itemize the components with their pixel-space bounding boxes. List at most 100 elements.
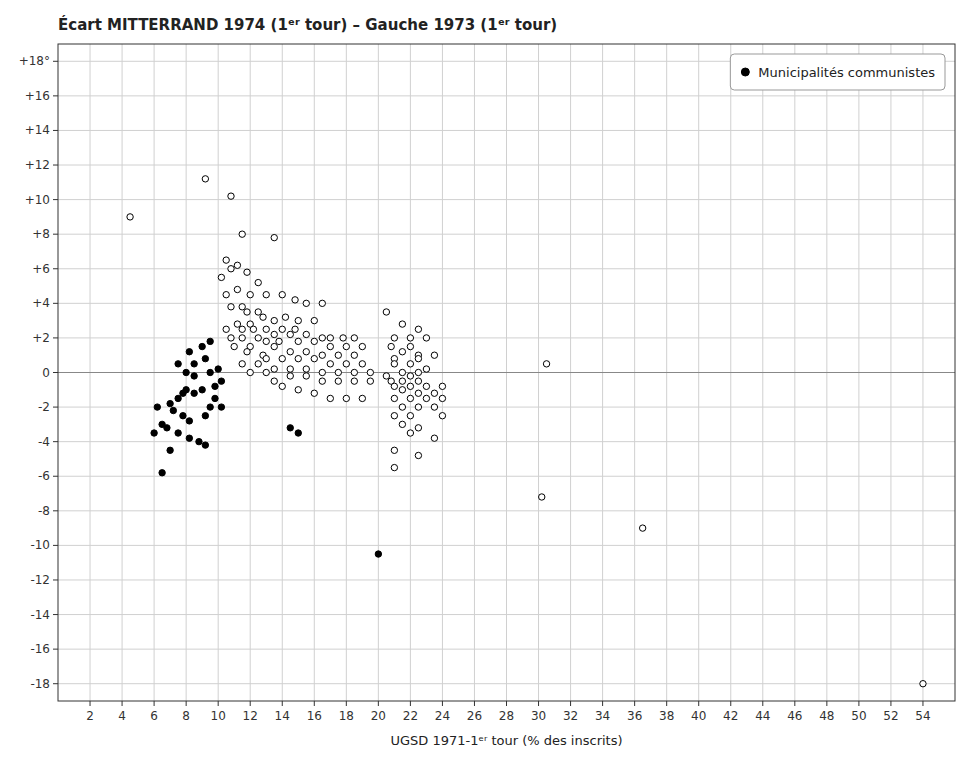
open-point	[399, 404, 405, 410]
filled-point	[167, 400, 173, 406]
open-point	[228, 304, 234, 310]
open-point	[292, 297, 298, 303]
tick-label-y: -8	[38, 504, 50, 518]
axes: 2468101214161820222426283032343638404244…	[19, 44, 955, 723]
filled-point	[199, 343, 205, 349]
open-point	[399, 421, 405, 427]
tick-label-x: 48	[819, 709, 834, 723]
tick-y	[53, 407, 58, 408]
tick-x	[570, 701, 571, 706]
open-point	[391, 361, 397, 367]
tick-label-y: -12	[30, 573, 50, 587]
open-point	[263, 369, 269, 375]
grid-line-y	[58, 337, 955, 338]
open-point	[415, 378, 421, 384]
filled-point	[164, 425, 170, 431]
open-point	[319, 369, 325, 375]
filled-point	[175, 395, 181, 401]
open-point	[234, 262, 240, 268]
open-point	[271, 366, 277, 372]
tick-label-x: 24	[435, 709, 450, 723]
tick-label-y: 0	[42, 366, 50, 380]
tick-label-y: -16	[30, 642, 50, 656]
tick-label-y: +18°	[19, 54, 50, 68]
open-point	[223, 326, 229, 332]
tick-label-x: 4	[118, 709, 126, 723]
open-point	[431, 435, 437, 441]
filled-point	[191, 390, 197, 396]
open-point	[407, 395, 413, 401]
grid-line-y	[58, 303, 955, 304]
open-point	[327, 343, 333, 349]
tick-x	[634, 701, 635, 706]
tick-label-y: +14	[25, 123, 50, 137]
open-point	[343, 361, 349, 367]
filled-point	[186, 349, 192, 355]
grid-line-y	[58, 579, 955, 580]
open-point	[228, 193, 234, 199]
open-point	[319, 335, 325, 341]
tick-label-x: 42	[723, 709, 738, 723]
filled-point	[191, 361, 197, 367]
open-point	[415, 425, 421, 431]
open-point	[351, 335, 357, 341]
open-point	[239, 231, 245, 237]
legend: Municipalités communistes	[730, 54, 945, 90]
open-point	[423, 383, 429, 389]
filled-point	[202, 355, 208, 361]
tick-label-x: 46	[787, 709, 802, 723]
tick-x	[826, 701, 827, 706]
filled-point	[186, 418, 192, 424]
tick-label-x: 22	[403, 709, 418, 723]
grid-line-y	[58, 199, 955, 200]
open-point	[407, 383, 413, 389]
open-point	[271, 343, 277, 349]
points	[127, 176, 926, 687]
tick-x	[218, 701, 219, 706]
open-point	[271, 234, 277, 240]
open-point	[255, 279, 261, 285]
open-point	[439, 383, 445, 389]
tick-x	[442, 701, 443, 706]
filled-point	[202, 413, 208, 419]
open-point	[218, 274, 224, 280]
open-point	[423, 366, 429, 372]
open-point	[287, 349, 293, 355]
open-point	[263, 338, 269, 344]
chart: 2468101214161820222426283032343638404244…	[0, 0, 977, 763]
open-point	[359, 395, 365, 401]
open-point	[234, 286, 240, 292]
open-point	[239, 361, 245, 367]
open-point	[287, 373, 293, 379]
tick-x	[602, 701, 603, 706]
tick-label-y: +4	[32, 296, 50, 310]
tick-label-x: 20	[371, 709, 386, 723]
open-point	[423, 335, 429, 341]
tick-x	[410, 701, 411, 706]
tick-x	[890, 701, 891, 706]
open-point	[431, 404, 437, 410]
tick-label-x: 18	[339, 709, 354, 723]
open-point	[263, 291, 269, 297]
open-point	[282, 314, 288, 320]
open-point	[263, 326, 269, 332]
open-point	[335, 352, 341, 358]
open-point	[351, 369, 357, 375]
tick-y	[53, 199, 58, 200]
open-point	[303, 331, 309, 337]
tick-label-y: -18	[30, 677, 50, 691]
tick-x	[474, 701, 475, 706]
grid-line-y	[58, 441, 955, 442]
open-point	[415, 452, 421, 458]
tick-x	[122, 701, 123, 706]
open-point	[343, 395, 349, 401]
filled-point	[202, 442, 208, 448]
filled-point	[154, 404, 160, 410]
open-point	[327, 361, 333, 367]
open-point	[415, 326, 421, 332]
tick-label-x: 30	[531, 709, 546, 723]
open-point	[228, 335, 234, 341]
plot-area	[58, 44, 955, 701]
open-point	[399, 349, 405, 355]
tick-x	[154, 701, 155, 706]
